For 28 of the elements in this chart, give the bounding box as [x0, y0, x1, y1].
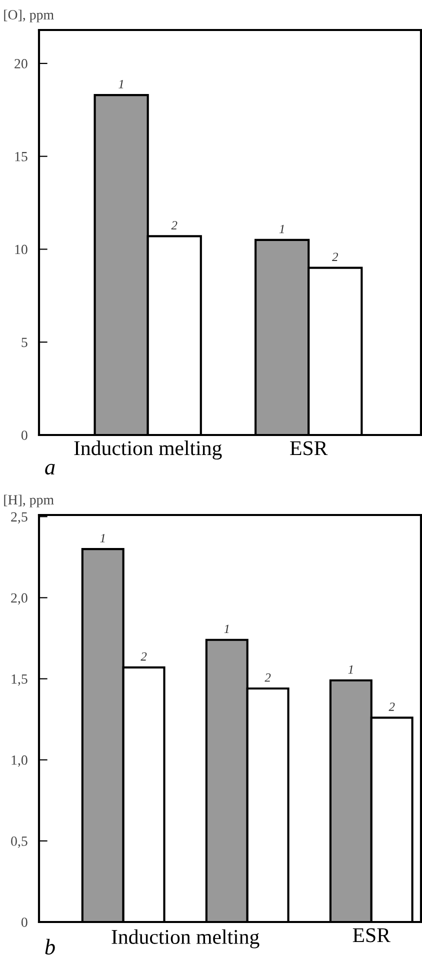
- y-tick-label: 2,5: [11, 512, 28, 524]
- y-tick-label: 0: [21, 918, 28, 927]
- y-axis-title: [O], ppm: [4, 10, 54, 22]
- y-tick-label: 20: [14, 59, 28, 68]
- text: a: [45, 464, 55, 475]
- text: 1: [348, 665, 353, 674]
- y-tick-label: 10: [15, 244, 28, 254]
- text: 2: [171, 221, 178, 230]
- series-label: 2: [140, 652, 147, 661]
- x-tick-label: ESR: [290, 441, 328, 456]
- series-label: 2: [332, 252, 338, 261]
- series-label: 1: [118, 80, 124, 88]
- y-tick-label: 1,5: [12, 674, 28, 686]
- text: 2: [388, 702, 395, 711]
- text: 1: [279, 224, 284, 234]
- y-axis-title: [H], ppm: [4, 494, 54, 508]
- y-tick-label: 0: [21, 430, 28, 440]
- x-tick-label: ESR: [352, 928, 390, 942]
- text: 1: [224, 624, 229, 634]
- y-tick-label: 2,0: [11, 593, 28, 605]
- y-tick-label: 0,5: [11, 836, 28, 848]
- y-tick-label: 5: [22, 338, 28, 348]
- text: b: [45, 938, 55, 955]
- text: Induction melting: [112, 929, 260, 948]
- series-label: 1: [100, 534, 105, 542]
- y-tick-label: 1,0: [12, 755, 28, 767]
- text: 2: [264, 673, 271, 682]
- y-tick-label: 15: [15, 152, 28, 162]
